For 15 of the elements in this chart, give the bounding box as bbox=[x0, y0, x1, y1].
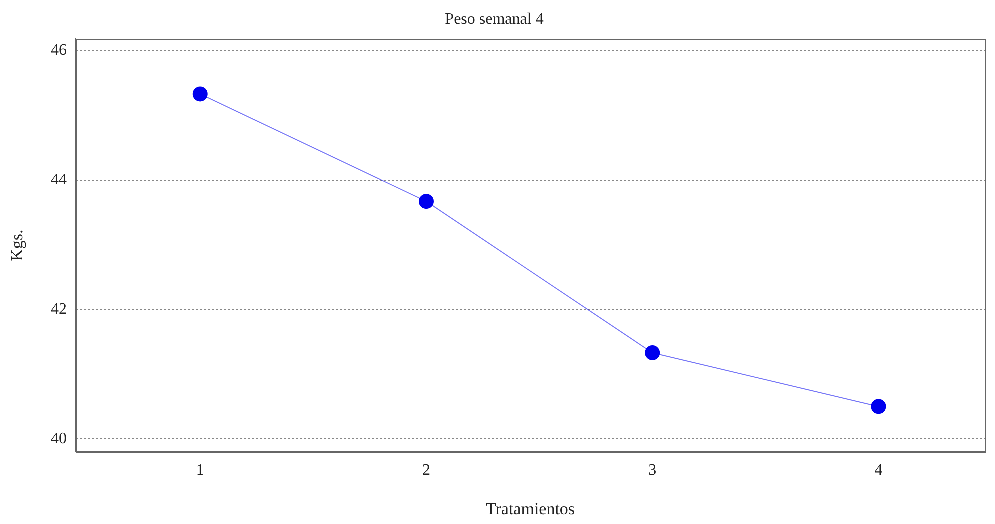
y-tick-label: 40 bbox=[51, 430, 67, 448]
y-tick-label: 44 bbox=[51, 171, 67, 188]
y-axis-title: Kgs. bbox=[8, 230, 27, 262]
point bbox=[418, 194, 434, 210]
x-tick-label: 3 bbox=[648, 462, 657, 479]
chart-title: Peso semanal 4 bbox=[445, 10, 544, 28]
x-axis-title: Tratamientos bbox=[486, 499, 576, 518]
y-tick-label: 46 bbox=[51, 42, 67, 60]
point bbox=[192, 86, 208, 102]
x-tick-label: 4 bbox=[874, 462, 883, 479]
point bbox=[871, 399, 886, 414]
x-tick-label: 2 bbox=[422, 462, 430, 479]
point bbox=[645, 346, 660, 361]
y-tick-label: 42 bbox=[51, 300, 67, 318]
x-tick-label: 1 bbox=[196, 462, 204, 479]
